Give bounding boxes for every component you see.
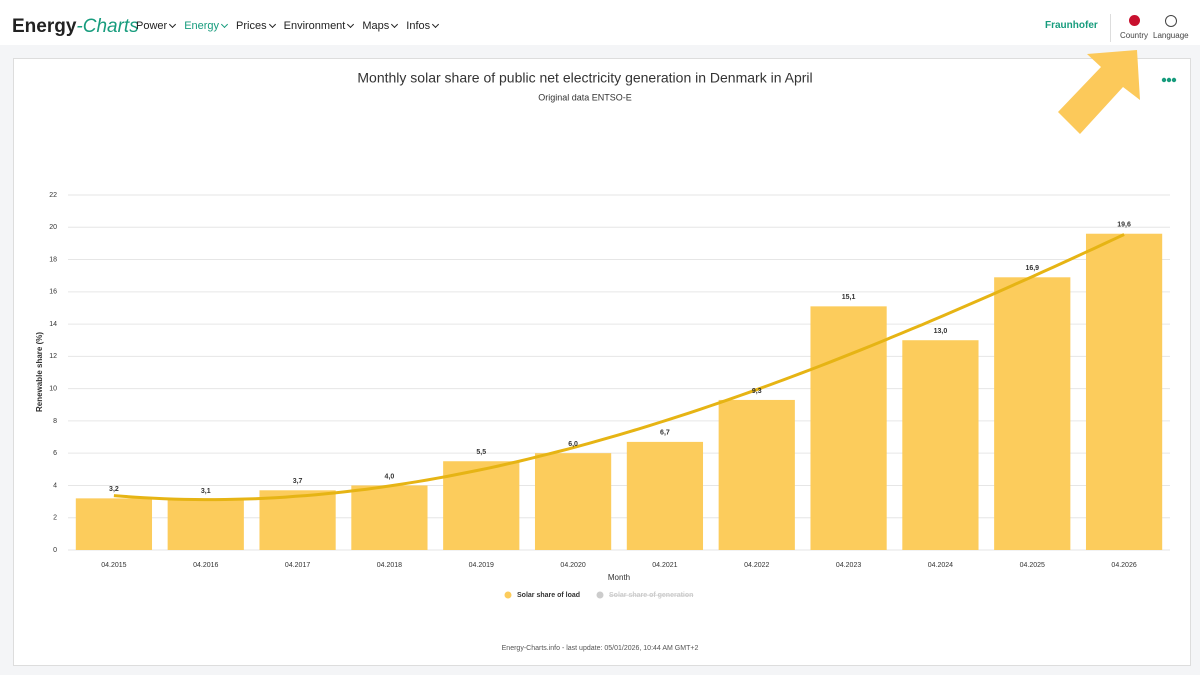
data-label: 15,1 (842, 294, 856, 301)
data-label: 3,2 (109, 486, 119, 493)
data-label: 13,0 (934, 328, 948, 335)
bar (810, 306, 887, 550)
country-button[interactable]: Country (1120, 31, 1149, 40)
y-tick-label: 18 (49, 256, 57, 263)
data-label: 3,7 (293, 478, 303, 485)
data-label: 16,9 (1025, 265, 1039, 272)
chart-title: Monthly solar share of public net electr… (357, 70, 812, 86)
y-tick-label: 6 (53, 450, 57, 457)
divider (1110, 14, 1111, 42)
bar (75, 498, 153, 550)
x-tick-label: 04.2022 (744, 562, 769, 569)
legend-marker (596, 591, 604, 599)
y-tick-label: 22 (49, 192, 57, 199)
bar (259, 490, 336, 550)
bar (351, 485, 428, 550)
x-tick-label: 04.2025 (1020, 562, 1045, 569)
navbar: Energy-Charts Power Energy Prices Environme… (0, 0, 1200, 45)
logo-accent: -Charts (76, 16, 139, 37)
trend-line (113, 233, 1125, 502)
menu-dot[interactable] (1171, 77, 1177, 83)
y-axis-label: Renewable share (%) (35, 332, 44, 412)
x-tick-label: 04.2015 (101, 562, 126, 569)
bar (718, 399, 795, 550)
y-tick-label: 14 (49, 321, 57, 328)
y-tick-label: 0 (53, 547, 57, 554)
bar (534, 453, 612, 550)
data-label: 6,0 (568, 441, 578, 448)
bar (1085, 233, 1163, 550)
menu-dot[interactable] (1166, 77, 1172, 83)
y-tick-label: 20 (49, 224, 57, 231)
x-tick-label: 04.2016 (193, 562, 218, 569)
bar (902, 340, 979, 550)
y-tick-label: 2 (53, 515, 57, 522)
legend-marker (504, 591, 512, 599)
footer: Energy-Charts.info - last update: 05/01/… (502, 645, 699, 652)
menu-item[interactable]: Power (136, 20, 175, 32)
data-label: 6,7 (660, 430, 670, 437)
data-label: 4,0 (385, 473, 395, 480)
y-tick-label: 4 (53, 482, 57, 489)
y-tick-label: 10 (49, 385, 57, 392)
x-tick-label: 04.2024 (928, 562, 953, 569)
x-tick-label: 04.2023 (836, 562, 861, 569)
y-tick-label: 16 (49, 289, 57, 296)
data-label: 5,5 (476, 449, 486, 456)
x-tick-label: 04.2018 (377, 562, 402, 569)
menu-item[interactable]: Energy (184, 20, 227, 32)
data-label: 19,6 (1117, 222, 1131, 229)
menu-item[interactable]: Maps (362, 20, 397, 32)
logo[interactable]: Energy-Charts (12, 16, 139, 38)
menu-item[interactable]: Prices (236, 20, 275, 32)
logo-main: Energy (12, 16, 77, 37)
x-tick-label: 04.2020 (560, 562, 585, 569)
legend-entry[interactable]: Solar share of load (517, 592, 580, 599)
x-axis-label: Month (608, 573, 630, 582)
bar (994, 277, 1071, 550)
bar (167, 499, 244, 550)
x-tick-label: 04.2019 (469, 562, 494, 569)
flag-icon (1129, 15, 1140, 26)
highlight-arrow (1058, 50, 1140, 134)
data-label: 9,3 (752, 388, 762, 395)
y-tick-label: 8 (53, 418, 57, 425)
menu-item[interactable]: Environment (284, 20, 354, 32)
x-tick-label: 04.2021 (652, 562, 677, 569)
data-label: 3,1 (201, 488, 211, 495)
chart-subtitle: Original data ENTSO-E (538, 92, 632, 102)
bar (626, 441, 704, 550)
menu-dot[interactable] (1161, 77, 1167, 83)
y-tick-label: 12 (49, 353, 57, 360)
language-button[interactable]: Language (1153, 31, 1189, 40)
x-tick-label: 04.2017 (285, 562, 310, 569)
globe-icon (1165, 15, 1177, 27)
x-tick-label: 04.2026 (1111, 562, 1136, 569)
menu-item[interactable]: Infos (406, 20, 438, 32)
legend-entry[interactable]: Solar share of generation (609, 592, 693, 599)
menu: Power Energy Prices Environment Maps Infos (136, 20, 438, 32)
brand-logo[interactable]: Fraunhofer (1045, 20, 1098, 31)
